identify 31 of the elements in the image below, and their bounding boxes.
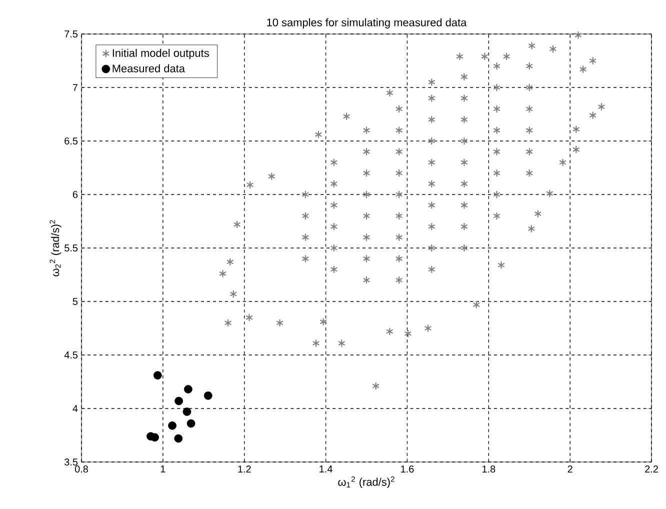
x-axis-title: ω$_{1}$$^{2}$ (rad/s)$^{2}$ bbox=[338, 476, 394, 488]
y-tick-label: 7.5 bbox=[64, 30, 78, 38]
point bbox=[174, 434, 183, 443]
point bbox=[153, 371, 162, 380]
y-tick-label: 5 bbox=[72, 298, 78, 305]
point bbox=[186, 419, 196, 428]
y-tick-label: 4.5 bbox=[64, 352, 78, 358]
point bbox=[150, 433, 159, 442]
y-tick-label: 6 bbox=[72, 190, 78, 198]
y-tick-label: 5.5 bbox=[64, 244, 78, 252]
x-tick-label: 0.8 bbox=[74, 466, 88, 473]
x-tick-label: 2 bbox=[568, 466, 572, 472]
point bbox=[174, 396, 183, 406]
x-tick-label: 1 bbox=[160, 466, 166, 472]
x-tick-label: 1.4 bbox=[320, 466, 332, 472]
y-axis-title: ω$_{2}$$^{2}$ (rad/s)$^{2}$ bbox=[50, 220, 62, 276]
x-tick-label: 1.2 bbox=[238, 466, 251, 472]
x-tick-label: 1.8 bbox=[482, 466, 496, 473]
y-tick-label: 7 bbox=[72, 84, 78, 91]
x-tick-label: 1.6 bbox=[401, 466, 414, 473]
y-tick-label: 4 bbox=[72, 405, 78, 412]
point bbox=[184, 385, 192, 394]
point bbox=[182, 408, 192, 416]
chart-title: 10 samples for simulating measured data bbox=[267, 18, 467, 28]
y-tick-label: 6.5 bbox=[64, 137, 78, 145]
y-tick-label: 3.5 bbox=[64, 458, 78, 466]
x-tick-label: 2.2 bbox=[645, 466, 658, 472]
legend-label: Initial model outputs bbox=[112, 48, 209, 60]
point bbox=[168, 421, 176, 430]
legend-label: Measured data bbox=[112, 64, 185, 72]
point bbox=[204, 391, 212, 400]
